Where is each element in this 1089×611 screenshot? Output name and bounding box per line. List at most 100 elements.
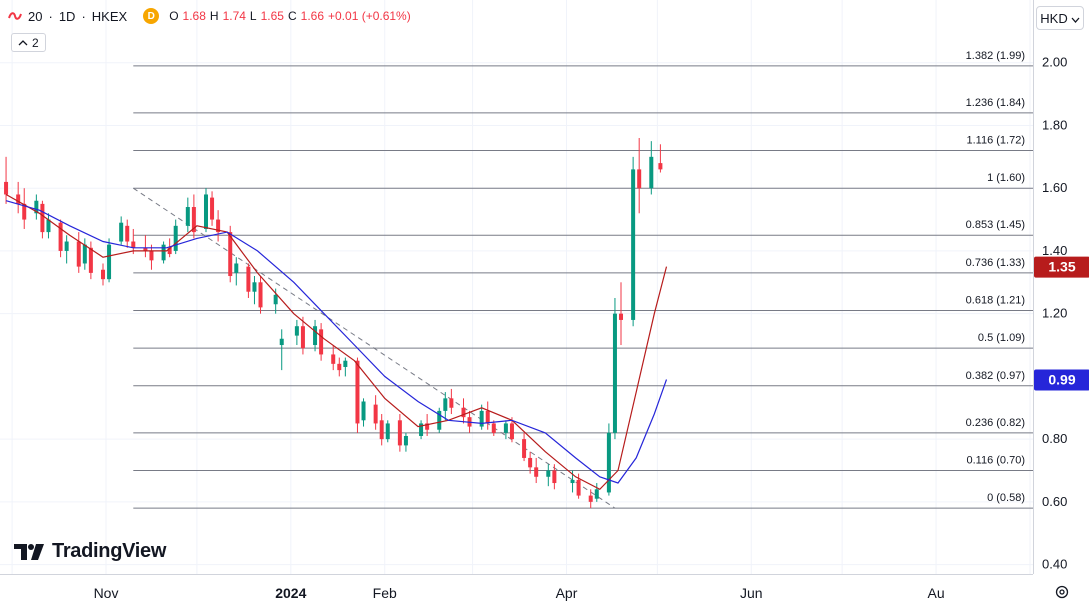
price-tick-label: 2.00 (1042, 55, 1067, 70)
fibonacci-retracement[interactable]: 1.382 (1.99) 1.236 (1.84) 1.116 (1.72) 1 (1… (133, 50, 1033, 509)
time-tick-label: Jun (740, 585, 763, 601)
ohlc-values: O 1.68 H 1.74 L 1.65 C 1.66 +0.01 (+0.61%) (169, 9, 411, 23)
candle-body (355, 360, 360, 424)
exchange-label: HKEX (91, 8, 128, 24)
price-axis[interactable]: 2.00 1.80 1.60 1.40 1.20 0.80 0.60 0.40 1.35 0.99 (1033, 0, 1089, 574)
price-tick-label: 0.80 (1042, 431, 1067, 446)
fib-level-label: 1.236 (1.84) (966, 97, 1025, 109)
price-tick-label: 1.60 (1042, 180, 1067, 195)
currency-label: HKD (1040, 10, 1068, 26)
candle-body (16, 194, 21, 204)
ma-value-badge-bg (1034, 369, 1089, 391)
candle-body (58, 222, 63, 251)
trend-line-layer[interactable] (133, 187, 616, 509)
chevron-down-icon (1071, 11, 1080, 26)
candle-body (173, 225, 178, 251)
fib-level-label: 1.116 (1.72) (966, 135, 1025, 147)
fib-level-label: 1 (1.60) (987, 172, 1025, 184)
symbol-name[interactable]: 20 (28, 8, 43, 24)
candle-body (279, 338, 284, 346)
candle-body (491, 423, 496, 433)
high-key: H (209, 9, 219, 23)
candle-body (619, 313, 624, 320)
candle-body (637, 169, 642, 189)
candle-body (509, 423, 514, 440)
candle-body (300, 326, 305, 349)
candle-body (658, 163, 663, 170)
candle-body (294, 326, 299, 336)
candle-body (649, 156, 654, 189)
candle-body (576, 479, 581, 496)
candle-body (149, 250, 154, 261)
gear-icon (1055, 585, 1069, 599)
candle-body (319, 329, 324, 355)
candle-body (161, 244, 166, 261)
candle-body (343, 360, 348, 367)
candle-body (252, 282, 257, 292)
grid-lines (0, 0, 1033, 574)
candle-body (397, 420, 402, 446)
candles (4, 138, 663, 509)
trend-line[interactable] (133, 187, 616, 509)
candle-body (228, 232, 233, 277)
candle-body (385, 423, 390, 440)
time-tick-label: 2024 (275, 585, 306, 601)
candle-body (461, 407, 466, 418)
candle-body (361, 401, 366, 421)
candle-body (528, 457, 533, 468)
candle-body (88, 247, 93, 273)
time-tick-label: Feb (373, 585, 397, 601)
candle-body (419, 423, 424, 436)
open-value: 1.68 (182, 9, 206, 23)
fib-level-label: 1.382 (1.99) (966, 50, 1025, 62)
ma-slow-line (5, 200, 668, 484)
candle-body (546, 470, 551, 477)
separator: · (48, 8, 53, 24)
change-value: +0.01 (+0.61%) (328, 9, 411, 23)
fib-level-label: 0 (0.58) (987, 492, 1025, 504)
currency-selector[interactable]: HKD (1036, 6, 1084, 30)
candle-body (443, 398, 448, 411)
candle-body (258, 282, 263, 308)
candle-body (234, 263, 239, 273)
price-tick-label: 1.20 (1042, 306, 1067, 321)
candle-body (210, 197, 215, 220)
candle-body (337, 363, 342, 371)
high-value: 1.74 (222, 9, 246, 23)
candle-body (191, 207, 196, 233)
fib-level-label: 0.618 (1.21) (966, 295, 1025, 307)
interval-label[interactable]: 1D (58, 8, 76, 24)
fib-level-label: 0.736 (1.33) (966, 257, 1025, 269)
symbol-logo-icon (8, 9, 22, 23)
time-axis-canvas[interactable]: Nov 2024 Feb Apr Jun Au (0, 575, 1033, 611)
chevron-up-icon (18, 36, 28, 50)
candle-body (107, 244, 112, 280)
price-tick-label: 0.60 (1042, 494, 1067, 509)
candle-body (76, 241, 81, 267)
chart-area[interactable]: 1.382 (1.99) 1.236 (1.84) 1.116 (1.72) 1 (1… (0, 0, 1033, 574)
candle-body (119, 222, 124, 242)
candle-body (34, 200, 39, 214)
last-price-badge: 1.35 (1048, 259, 1075, 275)
delayed-data-badge[interactable]: D (143, 8, 160, 24)
ma-value-badge: 0.99 (1048, 372, 1075, 388)
candle-body (379, 420, 384, 440)
time-tick-label: Au (927, 585, 944, 601)
candle-body (403, 435, 408, 446)
candle-body (125, 225, 130, 242)
symbol-legend[interactable]: 20 · 1D · HKEX D O 1.68 H 1.74 L 1.65 C 1.66… (8, 8, 411, 24)
chart-settings-button[interactable] (1052, 582, 1072, 602)
tradingview-logo[interactable]: TradingView (14, 540, 166, 563)
indicators-toggle-button[interactable]: 2 (11, 33, 46, 52)
candle-body (534, 467, 539, 477)
candle-body (313, 326, 318, 346)
candle-body (203, 194, 208, 229)
candle-body (373, 404, 378, 424)
candle-body (216, 219, 221, 233)
candle-body (4, 181, 9, 195)
chart-canvas[interactable]: 1.382 (1.99) 1.236 (1.84) 1.116 (1.72) 1 (1… (0, 0, 1033, 574)
candle-body (22, 203, 27, 220)
time-axis[interactable]: Nov 2024 Feb Apr Jun Au (0, 574, 1033, 611)
close-key: C (287, 9, 297, 23)
price-axis-canvas[interactable]: 2.00 1.80 1.60 1.40 1.20 0.80 0.60 0.40 1.35 0.99 (1034, 0, 1089, 574)
